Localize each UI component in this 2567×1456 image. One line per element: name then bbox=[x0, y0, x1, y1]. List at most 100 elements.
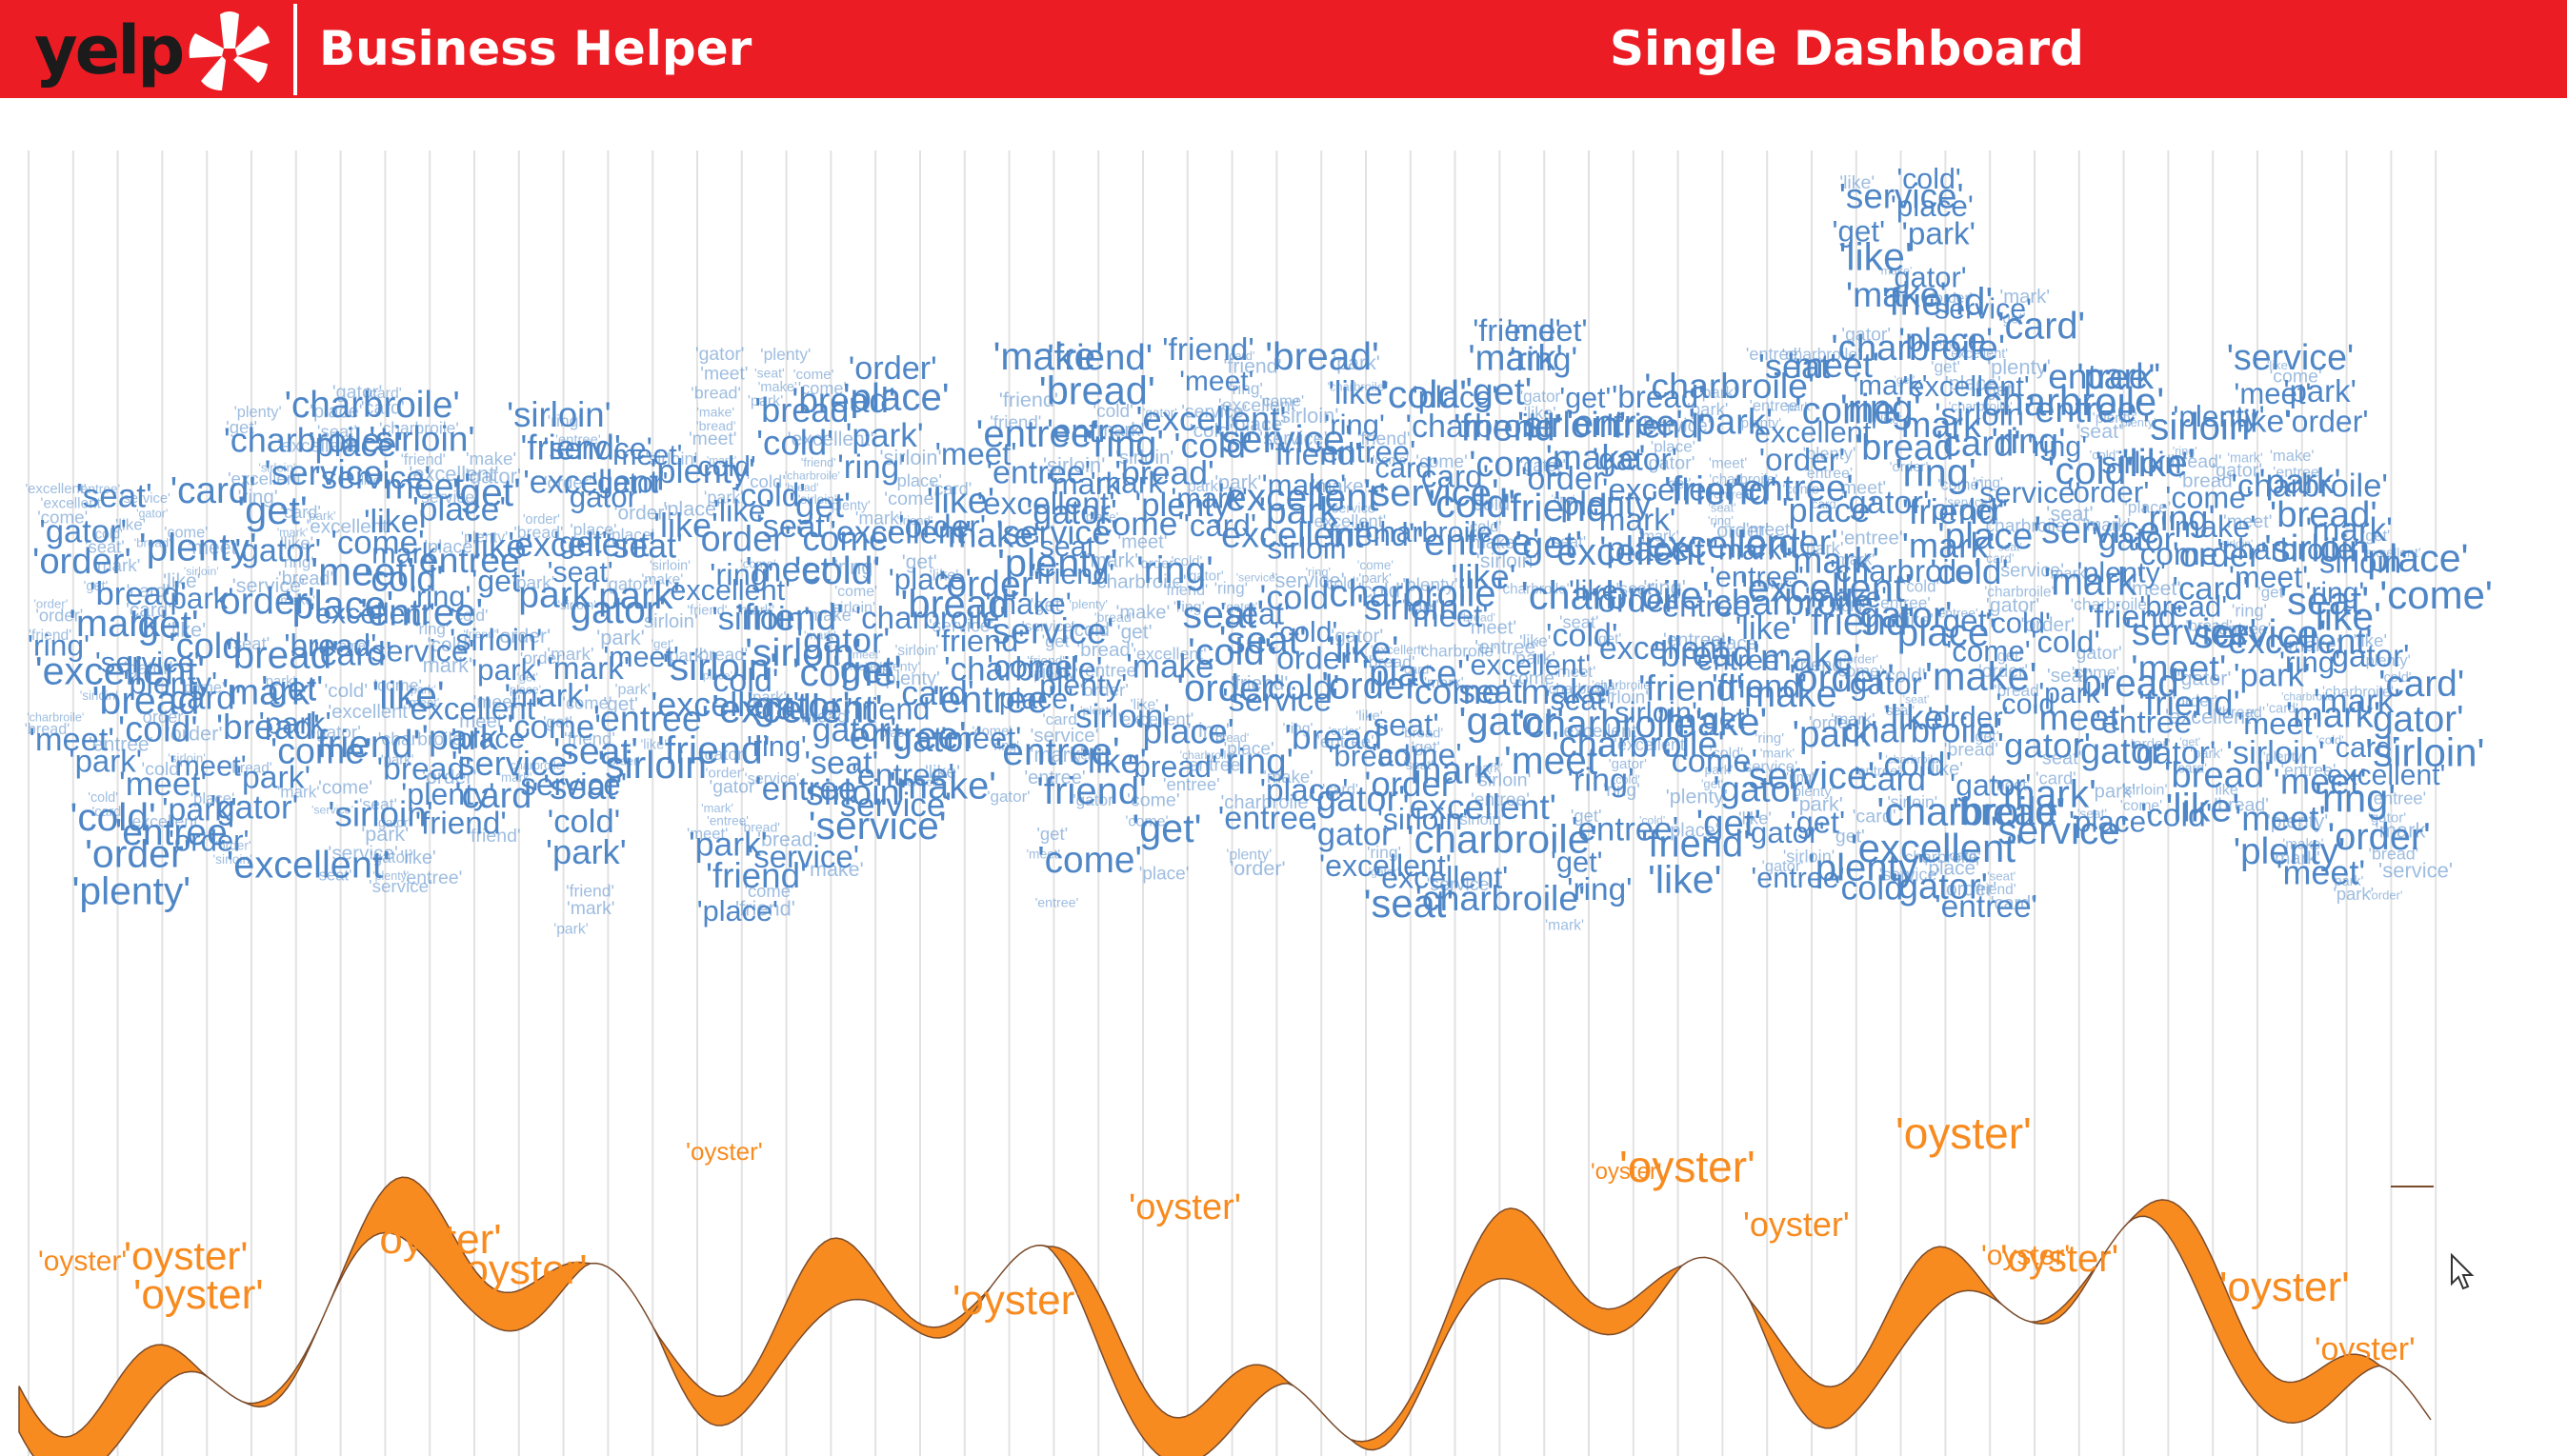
cloud-word: 'come' bbox=[792, 650, 902, 694]
cloud-word: 'park' bbox=[2076, 357, 2160, 397]
cloud-word: 'meet' bbox=[850, 648, 880, 661]
cloud-word: 'excellent' bbox=[523, 465, 664, 501]
cloud-word: 'mark' bbox=[2306, 511, 2393, 548]
cloud-word: 'entree' bbox=[89, 733, 153, 755]
cloud-word: 'charbroile' bbox=[224, 421, 388, 460]
cloud-word: 'park' bbox=[553, 921, 589, 937]
cloud-word: 'gator' bbox=[1593, 443, 1677, 478]
cloud-word: 'gator' bbox=[806, 711, 897, 749]
cloud-word: 'gator' bbox=[605, 574, 652, 594]
cloud-word: 'ring' bbox=[1188, 718, 1230, 742]
cloud-word: 'make' bbox=[1753, 637, 1860, 679]
cloud-word: 'place' bbox=[1666, 821, 1718, 842]
cloud-word: 'park' bbox=[1358, 571, 1392, 587]
cloud-word: 'make' bbox=[2169, 509, 2256, 544]
cloud-word: 'friend' bbox=[1357, 429, 1411, 449]
cloud-word: 'meet' bbox=[941, 721, 1022, 755]
cloud-word: 'like' bbox=[1451, 557, 1515, 596]
cloud-word: 'excellent' bbox=[1602, 473, 1739, 509]
cloud-word: 'service' bbox=[1991, 808, 2128, 852]
cloud-word: 'cold' bbox=[1467, 517, 1502, 535]
cloud-word: 'bread' bbox=[1076, 639, 1134, 661]
cloud-word: 'charbroile' bbox=[1545, 682, 1617, 698]
cloud-word: 'excellent' bbox=[129, 811, 201, 830]
cloud-word: 'mark' bbox=[707, 453, 736, 467]
cloud-word: 'friend' bbox=[999, 388, 1058, 411]
cloud-word: 'cold' bbox=[1358, 579, 1405, 603]
cloud-word: 'park' bbox=[236, 759, 311, 795]
stream-label: 'oyster' bbox=[1129, 1187, 1241, 1227]
cloud-word: 'bread' bbox=[377, 750, 471, 787]
cloud-word: 'park' bbox=[263, 674, 296, 689]
cloud-word: 'excellent' bbox=[977, 487, 1115, 522]
cloud-word: 'meet' bbox=[311, 549, 414, 594]
cloud-word: 'excellent' bbox=[306, 516, 391, 538]
yelp-burst-icon bbox=[189, 11, 270, 90]
cloud-word: 'charbroile' bbox=[944, 651, 1103, 688]
cloud-word: 'entree' bbox=[1656, 588, 1756, 623]
cloud-word: 'bread' bbox=[284, 628, 376, 664]
cloud-word: 'card' bbox=[1947, 848, 1979, 864]
cloud-word: 'sirloin' bbox=[557, 598, 595, 612]
cloud-word: 'friend' bbox=[467, 826, 520, 847]
cloud-word: 'plenty' bbox=[461, 529, 508, 546]
cloud-word: 'plenty' bbox=[1803, 444, 1856, 464]
cloud-word: 'cold' bbox=[1273, 617, 1337, 648]
cloud-word: 'like' bbox=[1355, 708, 1383, 725]
cloud-word: 'make' bbox=[696, 404, 734, 419]
cloud-word: 'plenty' bbox=[2093, 410, 2137, 427]
cloud-word: 'make' bbox=[2270, 448, 2315, 465]
cloud-word: 'plenty' bbox=[1031, 666, 1078, 683]
visualization-canvas[interactable]: 'excellent''excellent''come''gator''orde… bbox=[0, 150, 2567, 1456]
cloud-word: 'seat' bbox=[1453, 673, 1529, 710]
cloud-word: 'order' bbox=[1591, 583, 1682, 620]
cloud-word: 'come' bbox=[1415, 452, 1468, 472]
cloud-word: 'ring' bbox=[1552, 492, 1575, 506]
cloud-word: 'entree' bbox=[1047, 413, 1151, 449]
cloud-word: 'gator' bbox=[1311, 816, 1398, 852]
cloud-word: 'place' bbox=[1139, 864, 1190, 884]
cloud-word: 'bread' bbox=[1654, 635, 1759, 675]
cloud-word: 'order' bbox=[1789, 656, 1895, 700]
cloud-word: 'card' bbox=[1414, 459, 1489, 494]
cloud-word: 'sirloin' bbox=[2264, 529, 2376, 570]
cloud-word: 'order' bbox=[33, 597, 68, 611]
cloud-word: 'service' bbox=[1945, 495, 1991, 509]
cloud-word: 'service' bbox=[514, 768, 627, 803]
cloud-word: 'friend' bbox=[1231, 673, 1288, 695]
cloud-word: 'sirloin' bbox=[662, 646, 777, 688]
cloud-word: 'mark' bbox=[1995, 772, 2096, 816]
cloud-word: 'gator' bbox=[2130, 735, 2216, 771]
cloud-word: 'ring' bbox=[2232, 602, 2267, 621]
cloud-word: 'like' bbox=[641, 737, 668, 752]
cloud-word: 'plenty' bbox=[2076, 557, 2165, 589]
yelp-logo[interactable]: yelp bbox=[34, 8, 270, 93]
cloud-word: 'excellent' bbox=[665, 574, 791, 607]
cloud-word: 'sirloin' bbox=[830, 599, 875, 616]
cloud-word: 'bread' bbox=[1285, 716, 1390, 756]
cloud-word: 'order' bbox=[705, 766, 744, 782]
cloud-word: 'come' bbox=[1125, 813, 1168, 829]
stream-label: 'oyster' bbox=[38, 1246, 127, 1277]
cloud-word: 'card' bbox=[170, 470, 256, 511]
cloud-word: 'plenty' bbox=[1554, 485, 1657, 523]
cloud-word: 'meet' bbox=[700, 364, 748, 384]
cloud-word: 'cold' bbox=[2316, 732, 2344, 747]
cloud-word: 'service' bbox=[1236, 571, 1277, 585]
cloud-word: 'excellent' bbox=[1465, 649, 1591, 682]
cloud-word: 'seat' bbox=[1758, 347, 1836, 386]
cloud-word: 'friend' bbox=[1882, 280, 1993, 324]
cloud-word: 'come' bbox=[164, 525, 208, 542]
stream-label: 'oyster' bbox=[1981, 1240, 2070, 1271]
cloud-word: 'get' bbox=[832, 648, 901, 691]
cloud-word: 'card' bbox=[313, 634, 392, 672]
cloud-word: 'friend' bbox=[1712, 668, 1807, 705]
cloud-word: 'park' bbox=[1702, 762, 1734, 777]
cloud-word: 'park' bbox=[512, 573, 554, 593]
cloud-word: 'mark' bbox=[2048, 565, 2089, 582]
cloud-word: 'like' bbox=[1569, 574, 1623, 607]
cloud-word: 'like' bbox=[1328, 629, 1398, 671]
cloud-word: 'charbroile' bbox=[27, 711, 84, 725]
cloud-word: 'gator' bbox=[796, 621, 890, 660]
cloud-word: 'gator' bbox=[1520, 456, 1566, 475]
